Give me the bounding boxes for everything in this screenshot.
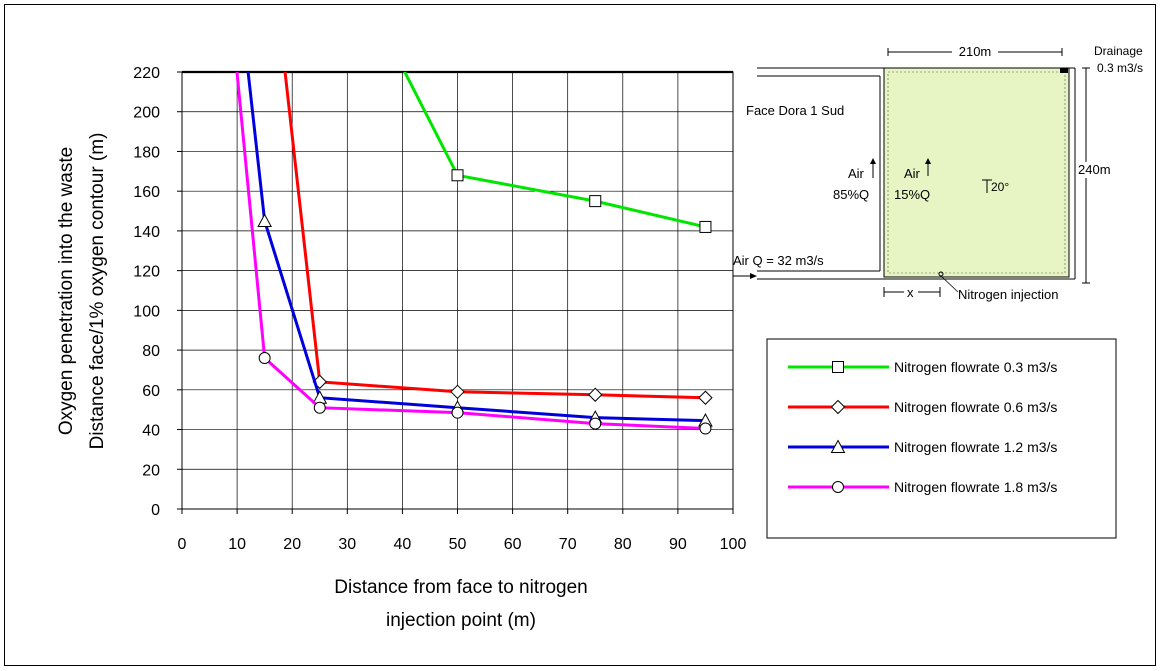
x-tick-label: 80 bbox=[614, 536, 632, 553]
y-tick-label: 60 bbox=[142, 383, 160, 400]
air-label-left: Air bbox=[848, 166, 865, 181]
x-dimension-label: x bbox=[907, 285, 914, 300]
x-tick-label: 0 bbox=[178, 536, 187, 553]
x-tick-label: 70 bbox=[559, 536, 577, 553]
x-axis-label-line1: Distance from face to nitrogen bbox=[334, 577, 587, 598]
legend-marker bbox=[830, 399, 846, 415]
legend-label: Nitrogen flowrate 1.2 m3/s bbox=[894, 439, 1057, 455]
x-tick-label: 40 bbox=[394, 536, 412, 553]
height-dimension-label: 240m bbox=[1078, 162, 1111, 177]
drainage-marker bbox=[1060, 68, 1068, 73]
y-tick-label: 0 bbox=[151, 502, 160, 519]
x-tick-label: 50 bbox=[449, 536, 467, 553]
series-line bbox=[403, 72, 706, 229]
data-point-triangle bbox=[257, 213, 272, 227]
y-tick-label: 40 bbox=[142, 423, 160, 440]
data-point-circle bbox=[313, 401, 326, 414]
data-point-diamond bbox=[698, 390, 713, 405]
y-tick-label: 140 bbox=[133, 224, 160, 241]
y-axis-label-line1: Oxygen penetration into the waste bbox=[56, 147, 77, 435]
x-tick-label: 30 bbox=[338, 536, 356, 553]
legend-marker bbox=[832, 361, 844, 373]
x-tick-label: 10 bbox=[228, 536, 246, 553]
face-label: Face Dora 1 Sud bbox=[746, 103, 844, 118]
panel-area bbox=[883, 67, 1070, 278]
legend-box bbox=[766, 338, 1117, 539]
data-point-square bbox=[699, 220, 712, 233]
data-point-circle bbox=[699, 422, 712, 435]
injection-label: Nitrogen injection bbox=[958, 287, 1058, 302]
y-tick-label: 220 bbox=[133, 65, 160, 82]
x-tick-label: 100 bbox=[720, 536, 747, 553]
mine-panel-diagram: 210m 240m Drainage 0.3 m3/s Face Dora 1 … bbox=[733, 44, 1143, 302]
y-axis-label-line2: Distance face/1% oxygen contour (m) bbox=[87, 133, 108, 450]
data-point-diamond bbox=[588, 387, 603, 402]
data-point-square bbox=[451, 169, 464, 182]
series-line bbox=[246, 72, 706, 423]
y-tick-label: 80 bbox=[142, 343, 160, 360]
data-point-circle bbox=[451, 406, 464, 419]
data-point-circle bbox=[589, 417, 602, 430]
series-line bbox=[235, 72, 706, 431]
x-tick-label: 20 bbox=[283, 536, 301, 553]
series-4 bbox=[235, 72, 712, 435]
y-tick-label: 200 bbox=[133, 105, 160, 122]
series-1 bbox=[403, 72, 712, 233]
x-tick-label: 60 bbox=[504, 536, 522, 553]
data-point-square bbox=[589, 195, 602, 208]
drainage-label: Drainage bbox=[1094, 44, 1143, 58]
data-point-circle bbox=[258, 352, 271, 365]
legend-label: Nitrogen flowrate 1.8 m3/s bbox=[894, 479, 1057, 495]
y-tick-label: 20 bbox=[142, 462, 160, 479]
y-tick-label: 120 bbox=[133, 264, 160, 281]
x-tick-label: 90 bbox=[669, 536, 687, 553]
legend-item-3: Nitrogen flowrate 1.2 m3/s bbox=[788, 439, 1057, 455]
air-pct-left: 85%Q bbox=[833, 187, 869, 202]
x-axis-ticks: 0 10 20 30 40 50 60 70 80 90 100 bbox=[178, 509, 747, 553]
air-label-right: Air bbox=[904, 166, 921, 181]
drainage-rate-label: 0.3 m3/s bbox=[1097, 61, 1143, 75]
panel-inner-border bbox=[887, 71, 1066, 274]
series-2 bbox=[283, 72, 713, 405]
legend-item-4: Nitrogen flowrate 1.8 m3/s bbox=[788, 479, 1057, 495]
legend-label: Nitrogen flowrate 0.3 m3/s bbox=[894, 359, 1057, 375]
y-tick-label: 160 bbox=[133, 184, 160, 201]
y-tick-label: 100 bbox=[133, 303, 160, 320]
legend: Nitrogen flowrate 0.3 m3/s Nitrogen flowr… bbox=[788, 359, 1057, 495]
data-point-diamond bbox=[450, 384, 465, 400]
legend-marker bbox=[832, 481, 844, 493]
legend-item-1: Nitrogen flowrate 0.3 m3/s bbox=[788, 359, 1057, 375]
series-3 bbox=[246, 72, 713, 427]
series-group bbox=[235, 72, 713, 435]
y-axis-ticks: 0 20 40 60 80 100 120 140 160 180 200 220 bbox=[133, 65, 182, 519]
x-axis-label-line2: injection point (m) bbox=[386, 610, 536, 631]
y-tick-label: 180 bbox=[133, 144, 160, 161]
width-dimension-label: 210m bbox=[959, 44, 992, 59]
legend-item-2: Nitrogen flowrate 0.6 m3/s bbox=[788, 399, 1057, 415]
legend-label: Nitrogen flowrate 0.6 m3/s bbox=[894, 399, 1057, 415]
grid-lines bbox=[181, 70, 734, 510]
air-inlet-label: Air Q = 32 m3/s bbox=[733, 253, 824, 268]
legend-marker bbox=[830, 439, 846, 453]
air-pct-right: 15%Q bbox=[894, 187, 930, 202]
dip-angle-label: 20° bbox=[991, 180, 1009, 194]
